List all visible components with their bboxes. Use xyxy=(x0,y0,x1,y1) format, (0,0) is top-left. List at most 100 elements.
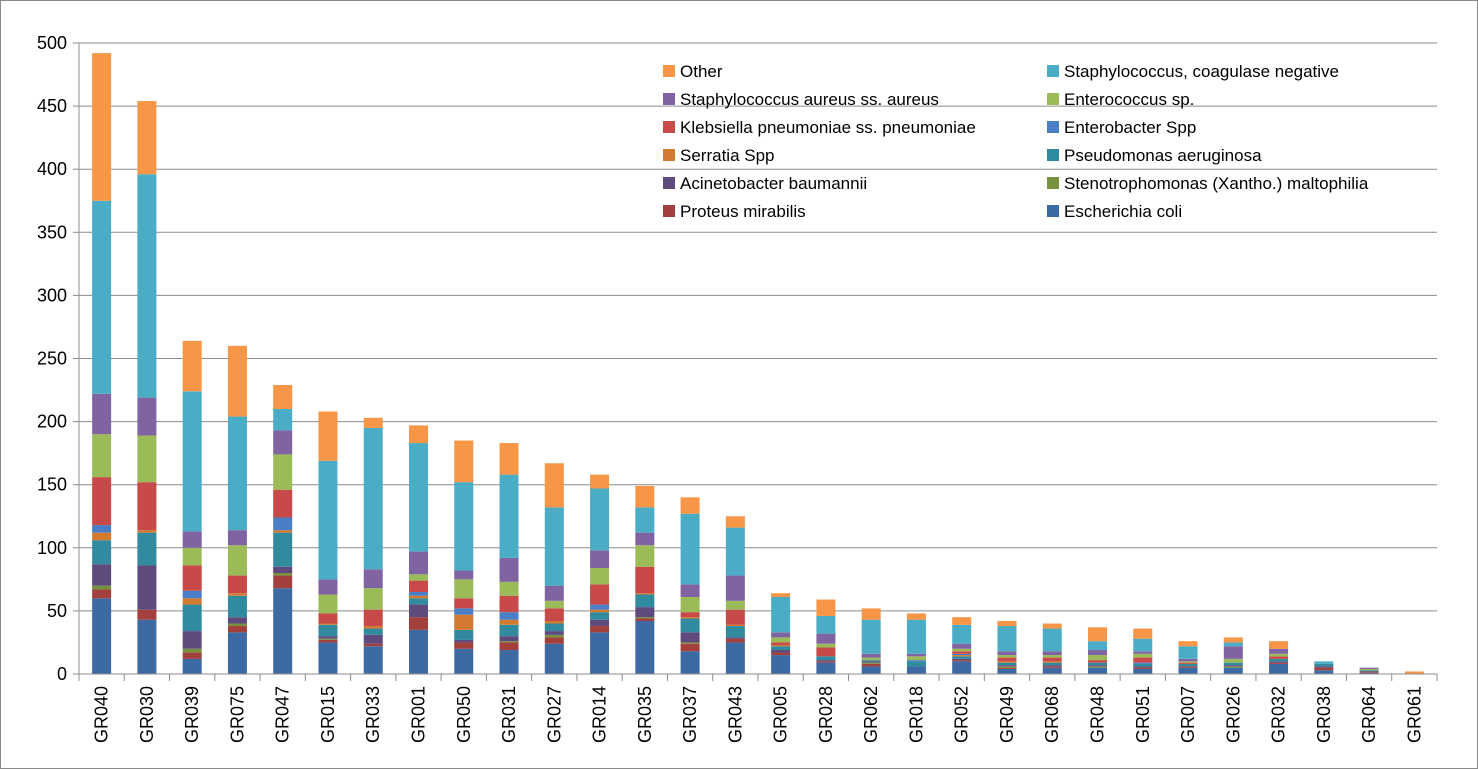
gridlines xyxy=(79,42,1437,675)
bar-segment-gr031-s7 xyxy=(499,595,519,613)
legend-label: Enterobacter Spp xyxy=(1064,118,1196,137)
bar-segment-gr033-s3 xyxy=(363,634,383,644)
bar-segment-gr049-s7 xyxy=(997,657,1017,662)
y-tick-label: 350 xyxy=(37,222,67,242)
bar-segment-gr052-s7 xyxy=(952,651,972,654)
bar-segment-gr037-s2 xyxy=(680,642,700,644)
bar-segment-gr049-s1 xyxy=(997,667,1017,669)
bar-segment-gr014-s6 xyxy=(590,604,610,610)
bar-segment-gr031-s10 xyxy=(499,474,519,558)
bar-segment-gr014-s11 xyxy=(590,474,610,489)
bar-segment-gr031-s1 xyxy=(499,642,519,651)
bar-segment-gr001-s4 xyxy=(408,598,429,605)
bar-segment-gr027-s10 xyxy=(544,507,564,586)
bar-segment-gr047-s9 xyxy=(273,430,293,455)
bar-segment-gr064-s8 xyxy=(1359,668,1379,671)
bar-segment-gr039-s10 xyxy=(182,391,202,532)
bar-segment-gr031-s5 xyxy=(499,619,519,625)
bar-segment-gr075-s9 xyxy=(227,530,247,546)
bar-segment-gr030-s0 xyxy=(137,619,157,674)
bar-segment-gr007-s0 xyxy=(1178,667,1198,674)
bar-segment-gr048-s0 xyxy=(1087,667,1108,674)
legend-swatch xyxy=(1047,121,1059,133)
bar-segment-gr050-s6 xyxy=(454,608,474,615)
bar-segment-gr033-s7 xyxy=(363,609,383,627)
bar-segment-gr014-s3 xyxy=(590,619,610,627)
bar-segment-gr001-s1 xyxy=(408,617,429,630)
bar-segment-gr033-s1 xyxy=(363,643,383,647)
bar-segment-gr005-s4 xyxy=(771,646,791,651)
bar-segment-gr075-s11 xyxy=(227,345,247,417)
bar-segment-gr032-s3 xyxy=(1269,661,1289,663)
bar-segment-gr043-s8 xyxy=(725,600,745,610)
bar-segment-gr030-s9 xyxy=(137,397,157,436)
bar-segment-gr047-s2 xyxy=(273,573,293,576)
y-tick-label: 250 xyxy=(37,349,67,369)
bar-segment-gr018-s6 xyxy=(906,660,926,662)
bar-segment-gr052-s5 xyxy=(952,655,972,657)
bar-segment-gr051-s7 xyxy=(1133,657,1153,663)
bar-segment-gr048-s10 xyxy=(1087,641,1108,651)
x-tick-label: GR068 xyxy=(1042,686,1062,743)
x-tick-label: GR035 xyxy=(635,686,655,743)
bar-segment-gr015-s10 xyxy=(318,460,338,580)
legend: Other Staphylococcus, coagulase negative S… xyxy=(663,62,1369,221)
bar-segment-gr037-s9 xyxy=(680,584,700,598)
bar-segment-gr035-s11 xyxy=(635,485,655,508)
bar-segment-gr015-s1 xyxy=(318,639,338,643)
y-tick-label: 400 xyxy=(37,159,67,179)
bar-segment-gr032-s1 xyxy=(1269,662,1289,664)
bar-segment-gr047-s5 xyxy=(273,530,293,533)
bar-segment-gr018-s11 xyxy=(906,613,926,620)
bar-segment-gr039-s9 xyxy=(182,531,202,548)
bar-segment-gr040-s6 xyxy=(92,525,112,533)
legend-label: Acinetobacter baumannii xyxy=(680,174,867,193)
bar-segment-gr039-s5 xyxy=(182,598,202,605)
bar-segment-gr048-s9 xyxy=(1087,650,1108,656)
bar-segment-gr039-s4 xyxy=(182,604,202,632)
bar-segment-gr005-s7 xyxy=(771,642,791,645)
bar-segment-gr038-s4 xyxy=(1314,663,1334,667)
bar-segment-gr032-s0 xyxy=(1269,663,1289,674)
bar-segment-gr014-s5 xyxy=(590,609,610,613)
x-tick-label: GR049 xyxy=(997,686,1017,743)
bar-segment-gr005-s3 xyxy=(771,650,791,653)
x-tick-label: GR061 xyxy=(1404,686,1424,743)
bar-segment-gr068-s3 xyxy=(1042,665,1062,667)
bar-segment-gr015-s8 xyxy=(318,594,338,614)
bar-segment-gr049-s2 xyxy=(997,666,1017,668)
bar-segment-gr052-s1 xyxy=(952,660,972,662)
x-tick-label: GR040 xyxy=(92,686,112,743)
bar-segment-gr007-s7 xyxy=(1178,662,1198,664)
bar-segment-gr005-s1 xyxy=(771,652,791,656)
bar-segment-gr037-s11 xyxy=(680,497,700,514)
y-tick-label: 0 xyxy=(57,664,67,684)
bar-segment-gr027-s5 xyxy=(544,620,564,624)
bar-segment-gr050-s11 xyxy=(454,440,474,483)
bar-segment-gr075-s3 xyxy=(227,617,247,624)
bar-segment-gr035-s9 xyxy=(635,532,655,546)
bar-segment-gr050-s3 xyxy=(454,639,474,643)
y-tick-label: 300 xyxy=(37,285,67,305)
bar-segment-gr075-s5 xyxy=(227,593,247,596)
bar-segment-gr052-s8 xyxy=(952,648,972,652)
bar-segment-gr039-s2 xyxy=(182,648,202,653)
y-tick-label: 450 xyxy=(37,96,67,116)
bar-segment-gr043-s9 xyxy=(725,575,745,601)
bar-segment-gr068-s10 xyxy=(1042,628,1062,652)
bar-segment-gr049-s8 xyxy=(997,655,1017,658)
bar-segment-gr035-s8 xyxy=(635,545,655,567)
bar-segment-gr047-s11 xyxy=(273,385,293,409)
y-axis-ticks: 0 50 100 150 200 250 300 350 400 450 500 xyxy=(37,33,79,684)
bar-segment-gr028-s11 xyxy=(816,599,836,616)
bar-segment-gr026-s10 xyxy=(1223,642,1243,647)
bar-segment-gr051-s0 xyxy=(1133,668,1153,674)
bar-segment-gr050-s5 xyxy=(454,614,474,630)
bar-segment-gr007-s10 xyxy=(1178,646,1198,659)
bar-segment-gr035-s3 xyxy=(635,607,655,618)
bar-segment-gr035-s1 xyxy=(635,618,655,621)
bar-segment-gr047-s1 xyxy=(273,575,293,589)
bar-segment-gr037-s4 xyxy=(680,618,700,633)
bar-segment-gr030-s8 xyxy=(137,435,157,483)
bar-segment-gr043-s4 xyxy=(725,626,745,638)
